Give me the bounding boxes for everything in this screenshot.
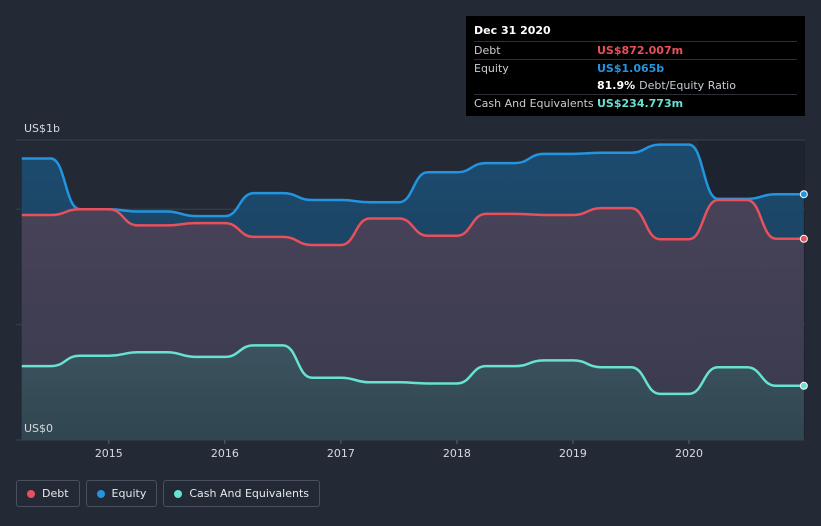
tooltip-row-cash: Cash And Equivalents US$234.773m (474, 94, 797, 112)
legend-dot-icon (174, 489, 183, 498)
legend-label: Debt (42, 487, 69, 500)
equity-line (21, 143, 804, 218)
series-lines (21, 143, 804, 396)
legend: Debt Equity Cash And Equivalents (16, 480, 320, 507)
tooltip-value: US$1.065b (597, 62, 665, 75)
legend-item-debt[interactable]: Debt (16, 480, 80, 507)
tooltip: Dec 31 2020 Debt US$872.007m Equity US$1… (466, 16, 805, 116)
tooltip-row-ratio: 81.9% Debt/Equity Ratio (474, 77, 797, 94)
tooltip-label: Debt (474, 44, 501, 57)
cash-endpoint[interactable] (799, 381, 808, 390)
cash-area (21, 345, 804, 440)
tooltip-row-equity: Equity US$1.065b (474, 59, 797, 77)
x-axis-ticks: 2015 2016 2017 2018 2019 2020 (95, 440, 703, 460)
x-tick-label: 2018 (443, 447, 471, 460)
legend-dot-icon (27, 489, 35, 498)
y-axis-top-label: US$1b (24, 122, 60, 135)
x-tick-label: 2017 (327, 447, 355, 460)
debt-endpoint[interactable] (799, 234, 808, 243)
x-tick-label: 2016 (211, 447, 239, 460)
y-axis-bottom-label: US$0 (24, 422, 53, 435)
tooltip-row-debt: Debt US$872.007m (474, 41, 797, 59)
equity-endpoint[interactable] (799, 190, 808, 199)
tooltip-date: Dec 31 2020 (474, 24, 551, 37)
legend-item-equity[interactable]: Equity (85, 480, 158, 507)
series-endpoints (799, 190, 808, 390)
x-tick-label: 2019 (559, 447, 587, 460)
x-tick-label: 2015 (95, 447, 123, 460)
tooltip-value: US$872.007m (597, 44, 684, 57)
x-tick-label: 2020 (675, 447, 703, 460)
tooltip-value: US$234.773m (597, 97, 684, 110)
tooltip-label: Cash And Equivalents (474, 97, 594, 110)
tooltip-extra: Debt/Equity Ratio (639, 79, 736, 92)
tooltip-label: Equity (474, 62, 509, 75)
legend-label: Equity (111, 487, 147, 500)
legend-dot-icon (96, 489, 105, 498)
legend-label: Cash And Equivalents (189, 487, 309, 500)
legend-item-cash[interactable]: Cash And Equivalents (163, 480, 320, 507)
debt-line (21, 198, 804, 247)
tooltip-value: 81.9% (597, 79, 636, 92)
cash-line (21, 344, 804, 396)
